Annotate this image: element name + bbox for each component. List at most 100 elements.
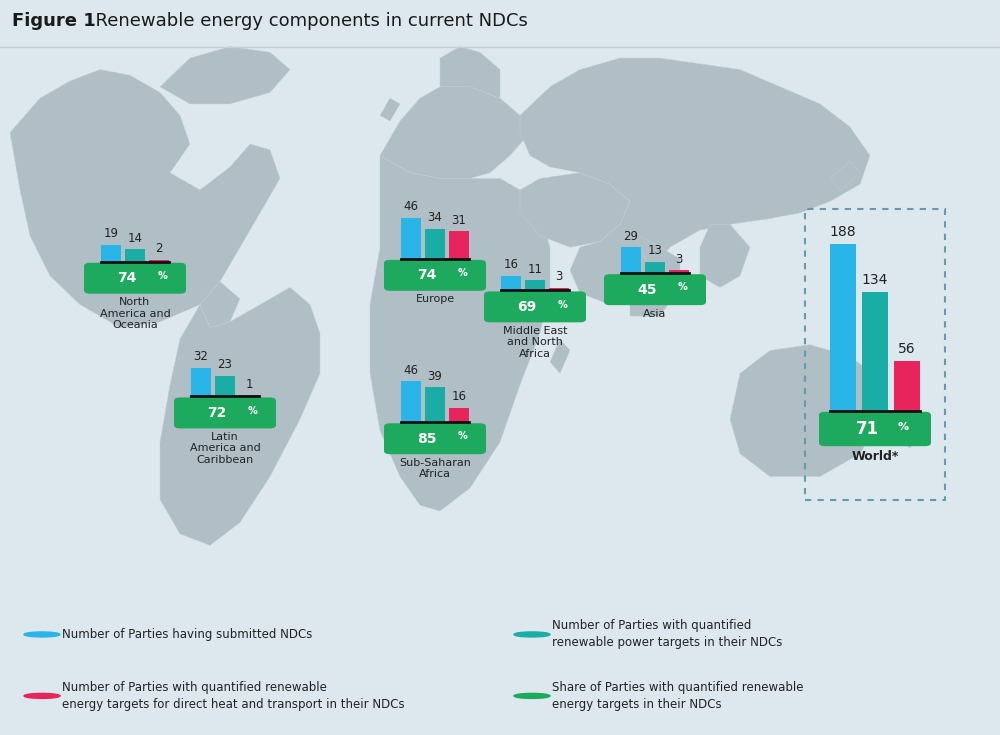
Text: 13: 13 — [648, 244, 662, 257]
Bar — [669, 270, 689, 273]
Text: 74: 74 — [117, 271, 137, 285]
Text: Number of Parties with quantified
renewable power targets in their NDCs: Number of Parties with quantified renewa… — [552, 620, 782, 650]
Text: Latin
America and
Caribbean: Latin America and Caribbean — [190, 432, 260, 465]
Text: 23: 23 — [218, 358, 232, 371]
FancyBboxPatch shape — [604, 274, 706, 305]
Text: 31: 31 — [452, 214, 466, 226]
Circle shape — [514, 693, 550, 698]
Polygon shape — [10, 70, 280, 328]
Text: World*: World* — [851, 450, 899, 462]
Bar — [830, 243, 856, 411]
Bar — [645, 262, 665, 273]
Text: %: % — [897, 422, 909, 431]
Circle shape — [24, 693, 60, 698]
Bar — [525, 281, 545, 290]
Polygon shape — [630, 230, 680, 316]
Text: 3: 3 — [675, 253, 683, 266]
Text: 32: 32 — [194, 351, 208, 363]
Text: 71: 71 — [855, 420, 879, 438]
Text: Share of Parties with quantified renewable
energy targets in their NDCs: Share of Parties with quantified renewab… — [552, 681, 804, 711]
Point — [463, 254, 475, 263]
Point — [395, 417, 407, 426]
Polygon shape — [370, 156, 550, 511]
Polygon shape — [730, 345, 880, 476]
Text: 85: 85 — [417, 431, 437, 445]
Point — [495, 286, 507, 295]
Point — [163, 257, 175, 266]
Bar — [621, 247, 641, 273]
Bar — [425, 387, 445, 422]
Point — [914, 406, 926, 415]
Text: 134: 134 — [862, 273, 888, 287]
Polygon shape — [380, 87, 530, 179]
FancyBboxPatch shape — [484, 291, 586, 323]
Polygon shape — [830, 161, 860, 190]
Point — [824, 406, 836, 415]
Text: North
America and
Oceania: North America and Oceania — [100, 297, 170, 330]
Text: 69: 69 — [517, 300, 537, 314]
Point — [95, 257, 107, 266]
FancyBboxPatch shape — [819, 412, 931, 446]
Bar — [549, 287, 569, 290]
Text: %: % — [158, 271, 168, 281]
Polygon shape — [160, 46, 290, 104]
Text: %: % — [458, 268, 468, 278]
FancyBboxPatch shape — [84, 262, 186, 294]
Bar — [401, 381, 421, 422]
Text: Sub-Saharan
Africa: Sub-Saharan Africa — [399, 458, 471, 479]
FancyBboxPatch shape — [384, 423, 486, 454]
Text: 39: 39 — [428, 370, 442, 383]
Text: Number of Parties having submitted NDCs: Number of Parties having submitted NDCs — [62, 628, 312, 641]
Polygon shape — [900, 419, 920, 448]
Text: 11: 11 — [528, 263, 542, 276]
Polygon shape — [160, 287, 320, 545]
Text: Renewable energy components in current NDCs: Renewable energy components in current N… — [84, 12, 528, 29]
FancyBboxPatch shape — [174, 398, 276, 429]
Polygon shape — [200, 282, 240, 328]
Point — [463, 417, 475, 426]
Bar — [894, 361, 920, 411]
Text: Number of Parties with quantified renewable
energy targets for direct heat and t: Number of Parties with quantified renewa… — [62, 681, 405, 711]
Text: Middle East
and North
Africa: Middle East and North Africa — [503, 326, 567, 359]
Text: %: % — [678, 282, 688, 293]
Polygon shape — [700, 224, 750, 287]
Text: 3: 3 — [555, 270, 563, 283]
Point — [185, 392, 197, 401]
Text: %: % — [248, 406, 258, 416]
Polygon shape — [380, 98, 400, 121]
Polygon shape — [520, 58, 870, 304]
Text: 34: 34 — [428, 211, 442, 224]
Text: 46: 46 — [404, 364, 419, 376]
Text: 72: 72 — [207, 406, 227, 420]
Bar — [862, 292, 888, 411]
Bar — [401, 218, 421, 259]
Text: 188: 188 — [830, 225, 856, 239]
Text: 56: 56 — [898, 343, 916, 356]
Bar — [449, 232, 469, 259]
Text: Asia: Asia — [643, 309, 667, 318]
Text: 74: 74 — [417, 268, 437, 282]
Bar — [101, 245, 121, 262]
Bar — [125, 249, 145, 262]
Bar — [501, 276, 521, 290]
Text: 29: 29 — [624, 230, 639, 243]
Bar — [149, 259, 169, 262]
Point — [253, 392, 265, 401]
Point — [563, 286, 575, 295]
Text: %: % — [558, 300, 568, 309]
Text: 16: 16 — [504, 259, 518, 271]
FancyBboxPatch shape — [384, 260, 486, 291]
Bar — [191, 368, 211, 396]
Point — [395, 254, 407, 263]
Text: 16: 16 — [452, 390, 466, 404]
Text: 14: 14 — [128, 232, 143, 245]
Point — [615, 269, 627, 278]
Text: Europe: Europe — [415, 294, 455, 304]
Polygon shape — [520, 173, 630, 247]
Polygon shape — [550, 339, 570, 373]
Text: %: % — [458, 431, 468, 442]
Circle shape — [514, 632, 550, 637]
Polygon shape — [440, 46, 500, 98]
Bar — [239, 395, 259, 396]
Text: 19: 19 — [104, 227, 119, 240]
